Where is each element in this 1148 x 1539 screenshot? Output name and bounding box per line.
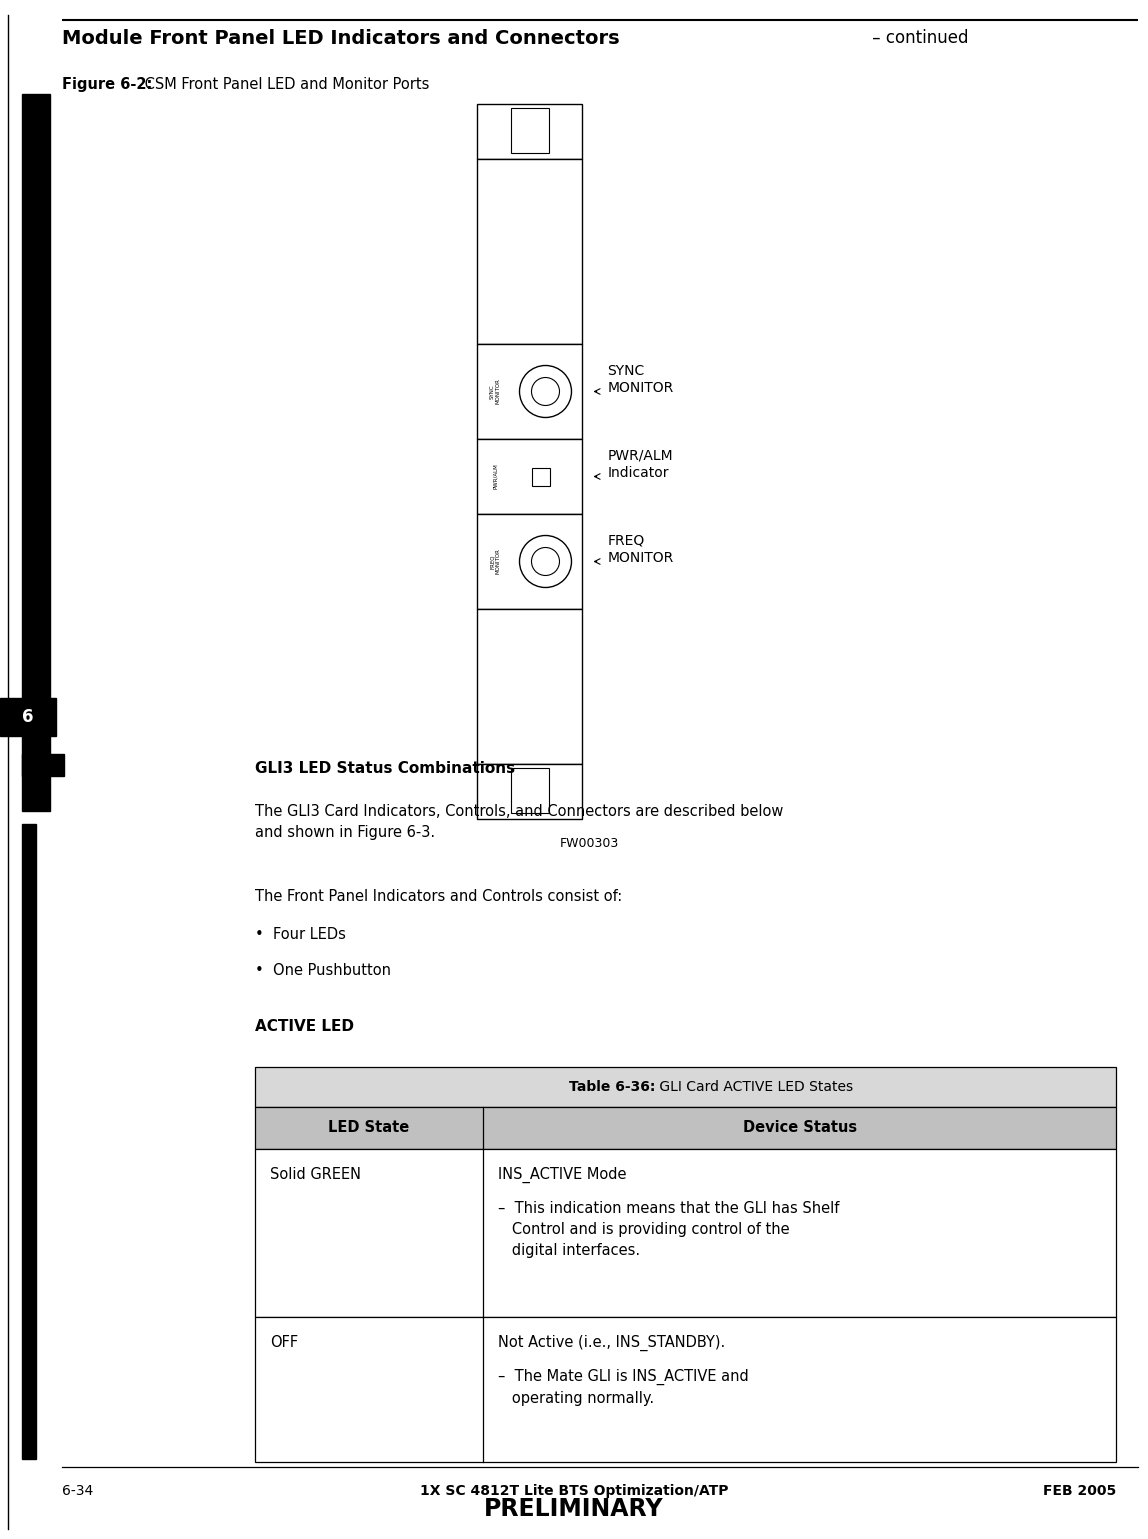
- Text: CSM Front Panel LED and Monitor Ports: CSM Front Panel LED and Monitor Ports: [140, 77, 429, 92]
- Text: The GLI3 Card Indicators, Controls, and Connectors are described below
and shown: The GLI3 Card Indicators, Controls, and …: [255, 803, 783, 840]
- Text: •  Four LEDs: • Four LEDs: [255, 926, 346, 942]
- Bar: [22, 823, 36, 1459]
- Circle shape: [532, 548, 559, 576]
- Text: 6: 6: [22, 708, 33, 726]
- Bar: [511, 768, 549, 813]
- Bar: [22, 754, 51, 776]
- Bar: [0, 699, 56, 736]
- Bar: [22, 790, 51, 811]
- Bar: [478, 609, 582, 763]
- Text: ACTIVE LED: ACTIVE LED: [255, 1019, 354, 1034]
- Text: •  One Pushbutton: • One Pushbutton: [255, 963, 391, 977]
- Text: 1X SC 4812T Lite BTS Optimization/ATP: 1X SC 4812T Lite BTS Optimization/ATP: [420, 1484, 728, 1497]
- Text: LED State: LED State: [328, 1120, 410, 1136]
- Text: OFF: OFF: [270, 1334, 298, 1350]
- Text: SYNC
MONITOR: SYNC MONITOR: [607, 363, 674, 396]
- Circle shape: [520, 536, 572, 588]
- Bar: [478, 439, 582, 514]
- Bar: [478, 159, 582, 345]
- Bar: [478, 514, 582, 609]
- Bar: [255, 1067, 1116, 1107]
- Text: Solid GREEN: Solid GREEN: [270, 1167, 360, 1182]
- Text: Not Active (i.e., INS_STANDBY).: Not Active (i.e., INS_STANDBY).: [498, 1334, 726, 1351]
- Text: Device Status: Device Status: [743, 1120, 856, 1136]
- Text: Table 6-36:: Table 6-36:: [569, 1080, 656, 1094]
- Text: PWR/ALM: PWR/ALM: [492, 463, 498, 489]
- Bar: [22, 94, 51, 790]
- Bar: [533, 468, 551, 485]
- Text: –  The Mate GLI is INS_ACTIVE and
   operating normally.: – The Mate GLI is INS_ACTIVE and operati…: [498, 1370, 748, 1407]
- Bar: [478, 763, 582, 819]
- Text: INS_ACTIVE Mode: INS_ACTIVE Mode: [498, 1167, 627, 1183]
- Bar: [478, 345, 582, 439]
- Text: GLI Card ACTIVE LED States: GLI Card ACTIVE LED States: [656, 1080, 854, 1094]
- Text: 6-34: 6-34: [62, 1484, 93, 1497]
- Text: GLI3 LED Status Combinations: GLI3 LED Status Combinations: [255, 760, 515, 776]
- Text: –  This indication means that the GLI has Shelf
   Control and is providing cont: – This indication means that the GLI has…: [498, 1200, 839, 1257]
- Bar: [511, 108, 549, 152]
- Text: Figure 6-2:: Figure 6-2:: [62, 77, 153, 92]
- Text: FW00303: FW00303: [560, 837, 619, 850]
- Text: FEB 2005: FEB 2005: [1042, 1484, 1116, 1497]
- Bar: [51, 754, 64, 776]
- Text: PWR/ALM
Indicator: PWR/ALM Indicator: [607, 449, 673, 480]
- Text: SYNC
MONITOR: SYNC MONITOR: [490, 379, 501, 405]
- Text: PRELIMINARY: PRELIMINARY: [484, 1497, 664, 1521]
- Text: The Front Panel Indicators and Controls consist of:: The Front Panel Indicators and Controls …: [255, 890, 622, 903]
- Text: FREQ
MONITOR: FREQ MONITOR: [607, 534, 674, 565]
- Bar: [478, 105, 582, 159]
- Bar: [255, 1317, 1116, 1462]
- Text: FREQ
MONITOR: FREQ MONITOR: [490, 548, 501, 574]
- Bar: [255, 1150, 1116, 1317]
- Circle shape: [532, 377, 559, 405]
- Text: – continued: – continued: [867, 29, 969, 48]
- Circle shape: [520, 365, 572, 417]
- Bar: [255, 1107, 1116, 1150]
- Text: Module Front Panel LED Indicators and Connectors: Module Front Panel LED Indicators and Co…: [62, 29, 620, 48]
